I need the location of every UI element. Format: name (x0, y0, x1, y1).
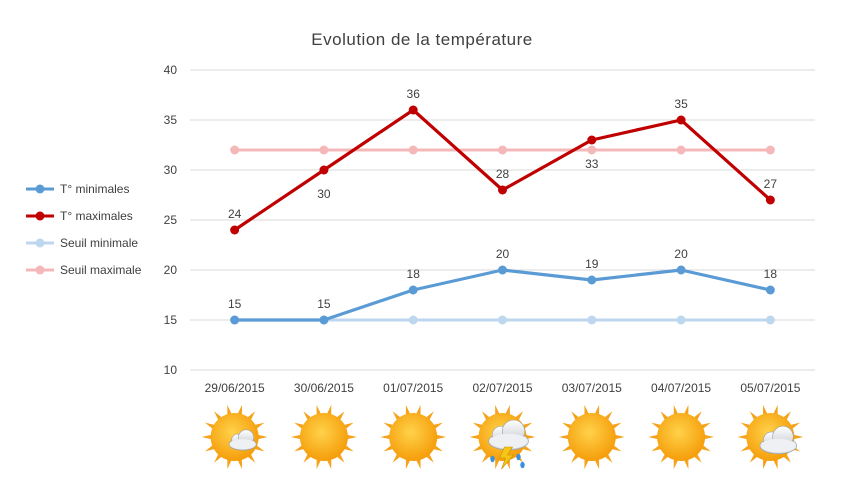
legend-item-seuil-maximale: Seuil maximale (26, 263, 142, 277)
y-tick-label: 35 (164, 113, 178, 127)
sun-disc (299, 413, 348, 461)
legend-label: Seuil minimale (60, 236, 138, 250)
y-tick-label: 15 (164, 313, 178, 327)
data-point (408, 285, 418, 295)
sun-icon (558, 404, 625, 470)
data-point (676, 115, 686, 125)
legend-item-t-minimales: T° minimales (26, 182, 129, 196)
sun-storm-icon (469, 404, 536, 470)
data-point (765, 285, 775, 295)
data-point (498, 145, 507, 155)
x-tick-label: 01/07/2015 (383, 381, 443, 395)
data-point (765, 315, 775, 325)
data-point (587, 315, 597, 325)
data-point (230, 315, 240, 325)
sun-icon (290, 404, 357, 470)
series-seuil-maximale (230, 145, 775, 155)
data-point (676, 145, 686, 155)
legend-item-seuil-minimale: Seuil minimale (26, 236, 138, 250)
data-label: 30 (317, 187, 331, 201)
legend-swatch-marker (35, 265, 45, 275)
data-label: 18 (407, 267, 421, 281)
data-labels: 15 15 18 20 19 20 18 24 30 36 28 33 35 27 (228, 87, 777, 311)
legend-label: T° maximales (60, 209, 133, 223)
x-axis: 29/06/2015 30/06/2015 01/07/2015 02/07/2015… (205, 381, 801, 395)
data-point (230, 225, 240, 235)
data-point (765, 195, 775, 205)
series-t-minimales (230, 265, 775, 325)
legend-swatch-marker (35, 238, 45, 248)
data-label: 18 (764, 267, 778, 281)
y-tick-label: 25 (164, 213, 178, 227)
lightning (499, 446, 515, 470)
grid (190, 69, 815, 371)
x-tick-label: 03/07/2015 (562, 381, 622, 395)
data-label: 15 (317, 297, 331, 311)
y-tick-label: 10 (164, 363, 178, 377)
legend-label: T° minimales (60, 182, 129, 196)
data-point (498, 185, 507, 195)
sun-disc (657, 413, 706, 461)
y-axis: 10 15 20 25 30 35 40 (164, 63, 178, 377)
weather-icons (201, 404, 804, 470)
y-tick-label: 40 (164, 63, 178, 77)
legend-item-t-maximales: T° maximales (26, 209, 133, 223)
rain-drop (520, 461, 525, 469)
data-point (587, 145, 597, 155)
series-t-maximales (230, 105, 775, 235)
sun-cloud-icon (737, 404, 804, 470)
data-point (587, 135, 597, 145)
legend-swatch-marker (35, 211, 45, 221)
data-label: 28 (496, 167, 510, 181)
x-tick-label: 05/07/2015 (740, 381, 800, 395)
sun-icon (380, 404, 447, 470)
x-tick-label: 30/06/2015 (294, 381, 354, 395)
cloud (488, 419, 529, 451)
cloud (759, 425, 798, 455)
sun-disc (567, 413, 616, 461)
rain-drop (490, 455, 495, 463)
series-line (234, 268, 771, 322)
data-label: 35 (674, 97, 688, 111)
cloud (228, 429, 257, 451)
data-label: 15 (228, 297, 242, 311)
data-point (765, 145, 775, 155)
data-point (319, 145, 329, 155)
sun-disc (389, 413, 438, 461)
data-point (408, 145, 418, 155)
data-point (230, 145, 240, 155)
data-label: 24 (228, 207, 242, 221)
data-point (498, 315, 507, 325)
data-label: 36 (407, 87, 421, 101)
x-tick-label: 02/07/2015 (472, 381, 532, 395)
rain-drop (516, 453, 521, 461)
y-tick-label: 20 (164, 263, 178, 277)
data-point (676, 265, 686, 275)
data-label: 20 (496, 247, 510, 261)
data-point (498, 265, 507, 275)
data-point (319, 315, 329, 325)
legend-swatch-marker (35, 184, 45, 194)
y-tick-label: 30 (164, 163, 178, 177)
x-tick-label: 29/06/2015 (205, 381, 265, 395)
data-point (587, 275, 597, 285)
data-label: 19 (585, 257, 599, 271)
sun-cloud-icon (201, 404, 268, 470)
data-point (408, 105, 418, 115)
data-label: 27 (764, 177, 778, 191)
data-point (319, 165, 329, 175)
x-tick-label: 04/07/2015 (651, 381, 711, 395)
legend-label: Seuil maximale (60, 263, 142, 277)
sun-icon (648, 404, 715, 470)
chart-title: Evolution de la température (311, 30, 532, 49)
data-label: 33 (585, 157, 599, 171)
data-point (408, 315, 418, 325)
data-point (676, 315, 686, 325)
data-label: 20 (674, 247, 688, 261)
legend: T° minimales T° maximales Seuil minimale Se… (26, 182, 142, 277)
series-layer (230, 105, 775, 325)
